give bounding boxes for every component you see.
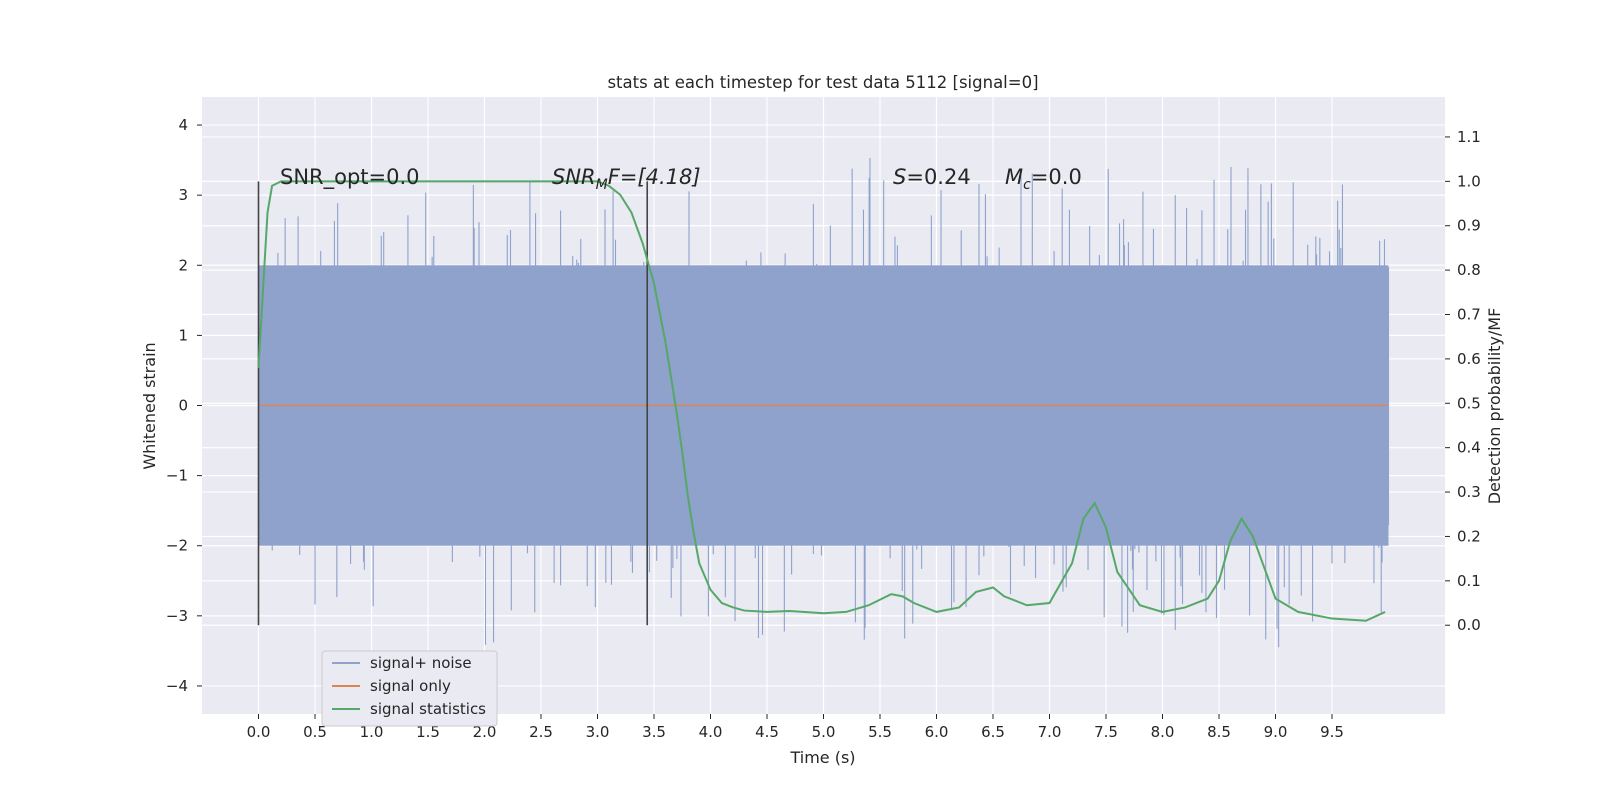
x-tick-label: 2.5	[529, 723, 553, 741]
x-tick-label: 4.0	[699, 723, 723, 741]
x-tick-label: 5.5	[868, 723, 892, 741]
y-tick-label-left: 0	[178, 397, 188, 415]
x-tick-label: 3.0	[586, 723, 610, 741]
annotation-snr-mf-symbol: SNR	[552, 165, 596, 189]
x-tick-label: 2.0	[473, 723, 497, 741]
x-ticks: 0.0 0.5 1.0 1.5 2.0 2.5 3.0 3.5 4.0 4.5 5.0 5.5 6.0 6…	[247, 714, 1344, 741]
legend-label-signal-only: signal only	[370, 677, 451, 695]
annotations: SNR_opt=0.0 SNRMF=[4.18] S=0.24 Mc=0.0	[280, 165, 1082, 193]
annotation-s-symbol: S	[893, 165, 906, 189]
y-tick-label-right: 0.0	[1457, 616, 1481, 634]
x-tick-label: 1.5	[416, 723, 440, 741]
statistics-line	[257, 180, 1386, 622]
y-tick-label-right: 0.7	[1457, 306, 1481, 324]
y-tick-label-left: 1	[178, 326, 188, 344]
annotation-mc-symbol: M	[1005, 165, 1023, 189]
y-tick-label-right: 1.1	[1457, 128, 1481, 146]
signal-statistics-series	[257, 180, 1386, 622]
x-tick-label: 7.5	[1094, 723, 1118, 741]
x-axis-label: Time (s)	[789, 748, 855, 767]
annotation-s: S=0.24	[893, 165, 971, 189]
legend-label-noise: signal+ noise	[370, 654, 472, 672]
y-ticks-left: −4 −3 −2 −1 0 1 2 3 4	[166, 116, 202, 695]
legend: signal+ noise signal only signal statist…	[321, 650, 498, 727]
x-tick-label: 7.0	[1038, 723, 1062, 741]
x-tick-label: 8.5	[1207, 723, 1231, 741]
x-tick-label: 6.0	[925, 723, 949, 741]
y-tick-label-right: 0.2	[1457, 527, 1481, 545]
x-tick-label: 6.5	[981, 723, 1005, 741]
y-tick-label-right: 0.4	[1457, 439, 1481, 457]
x-tick-label: 9.0	[1264, 723, 1288, 741]
y-tick-label-left: −2	[166, 537, 188, 555]
y-axis-label-left: Whitened strain	[140, 342, 159, 469]
x-tick-label: 0.5	[303, 723, 327, 741]
y-tick-label-right: 1.0	[1457, 172, 1481, 190]
marker-vlines	[257, 181, 649, 626]
y-tick-label-right: 0.3	[1457, 483, 1481, 501]
y-tick-label-right: 0.1	[1457, 572, 1481, 590]
annotation-snr-mf-subscript: M	[596, 177, 608, 193]
annotation-mc-subscript: c	[1023, 177, 1031, 193]
y-tick-label-left: 2	[178, 256, 188, 274]
x-tick-label: 3.5	[642, 723, 666, 741]
x-tick-label: 9.5	[1320, 723, 1344, 741]
y-ticks-right: 0.0 0.1 0.2 0.3 0.4 0.5 0.6 0.7 0.8 0.9 1.0 1.1	[1445, 128, 1481, 634]
y-tick-label-left: −4	[166, 677, 188, 695]
x-tick-label: 8.0	[1151, 723, 1175, 741]
legend-label-statistics: signal statistics	[370, 700, 486, 718]
annotation-snr-mf: SNRMF=[4.18]	[552, 165, 701, 193]
y-tick-label-left: 4	[178, 116, 188, 134]
y-tick-label-right: 0.9	[1457, 217, 1481, 235]
y-tick-label-left: −1	[166, 467, 188, 485]
annotation-snr-mf-value: F=[4.18]	[608, 165, 701, 189]
x-tick-label: 5.0	[812, 723, 836, 741]
x-tick-label: 1.0	[360, 723, 384, 741]
y-axis-label-right: Detection probability/MF	[1485, 308, 1504, 505]
y-tick-label-right: 0.6	[1457, 350, 1481, 368]
x-tick-label: 4.5	[755, 723, 779, 741]
y-tick-label-right: 0.8	[1457, 261, 1481, 279]
y-tick-label-right: 0.5	[1457, 394, 1481, 412]
y-tick-label-left: −3	[166, 607, 188, 625]
annotation-s-value: =0.24	[906, 165, 970, 189]
chart-title: stats at each timestep for test data 511…	[607, 73, 1038, 92]
annotation-mc: Mc=0.0	[1005, 165, 1082, 193]
annotation-mc-value: =0.0	[1031, 165, 1082, 189]
annotation-snr-opt: SNR_opt=0.0	[280, 165, 420, 190]
x-tick-label: 0.0	[247, 723, 271, 741]
legend-box	[321, 650, 498, 727]
y-tick-label-left: 3	[178, 186, 188, 204]
